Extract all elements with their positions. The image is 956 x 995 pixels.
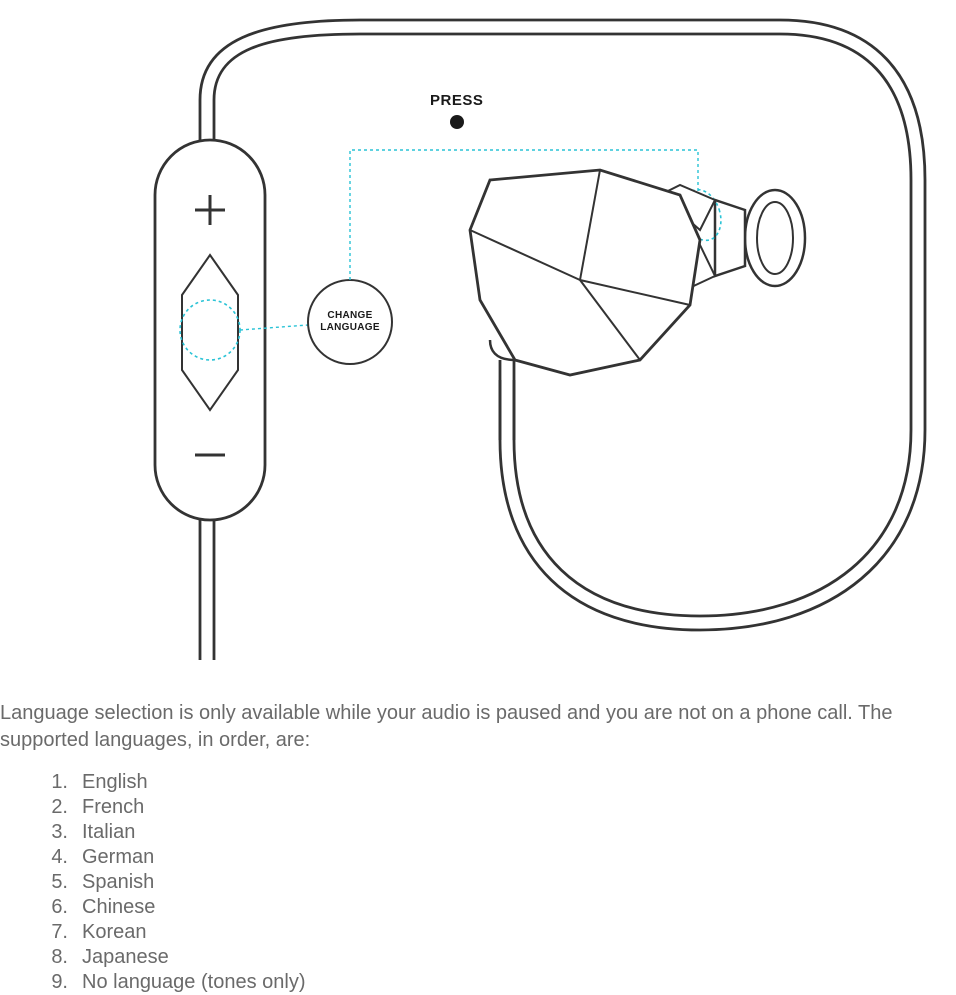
list-label: No language (tones only) bbox=[82, 971, 305, 993]
list-item: 4. German bbox=[40, 845, 305, 870]
earbud-diagram: PRESS CHANGE LANGUAGE bbox=[0, 0, 956, 660]
list-label: Korean bbox=[82, 921, 147, 943]
list-number: 6. bbox=[40, 895, 68, 920]
list-number: 7. bbox=[40, 920, 68, 945]
list-label: English bbox=[82, 771, 148, 793]
list-number: 4. bbox=[40, 845, 68, 870]
list-item: 6. Chinese bbox=[40, 895, 305, 920]
list-item: 8. Japanese bbox=[40, 945, 305, 970]
list-label: Spanish bbox=[82, 871, 154, 893]
list-label: French bbox=[82, 796, 144, 818]
change-language-label: CHANGE LANGUAGE bbox=[310, 310, 390, 334]
list-number: 3. bbox=[40, 820, 68, 845]
list-label: Chinese bbox=[82, 896, 155, 918]
list-item: 5. Spanish bbox=[40, 870, 305, 895]
list-number: 8. bbox=[40, 945, 68, 970]
earbud bbox=[470, 170, 805, 440]
list-item: 9. No language (tones only) bbox=[40, 970, 305, 995]
list-label: Italian bbox=[82, 821, 135, 843]
list-item: 1. English bbox=[40, 770, 305, 795]
change-label-line1: CHANGE bbox=[327, 310, 372, 321]
press-dot bbox=[450, 115, 464, 129]
list-number: 5. bbox=[40, 870, 68, 895]
change-label-line2: LANGUAGE bbox=[320, 322, 380, 333]
language-list: 1. English 2. French 3. Italian 4. German 5. Span… bbox=[40, 770, 305, 995]
list-item: 7. Korean bbox=[40, 920, 305, 945]
list-number: 1. bbox=[40, 770, 68, 795]
body-paragraph: Language selection is only available whi… bbox=[0, 700, 956, 754]
list-label: Japanese bbox=[82, 946, 169, 968]
list-item: 2. French bbox=[40, 795, 305, 820]
press-label: PRESS bbox=[430, 92, 483, 109]
list-item: 3. Italian bbox=[40, 820, 305, 845]
list-label: German bbox=[82, 846, 154, 868]
list-number: 9. bbox=[40, 970, 68, 995]
list-number: 2. bbox=[40, 795, 68, 820]
